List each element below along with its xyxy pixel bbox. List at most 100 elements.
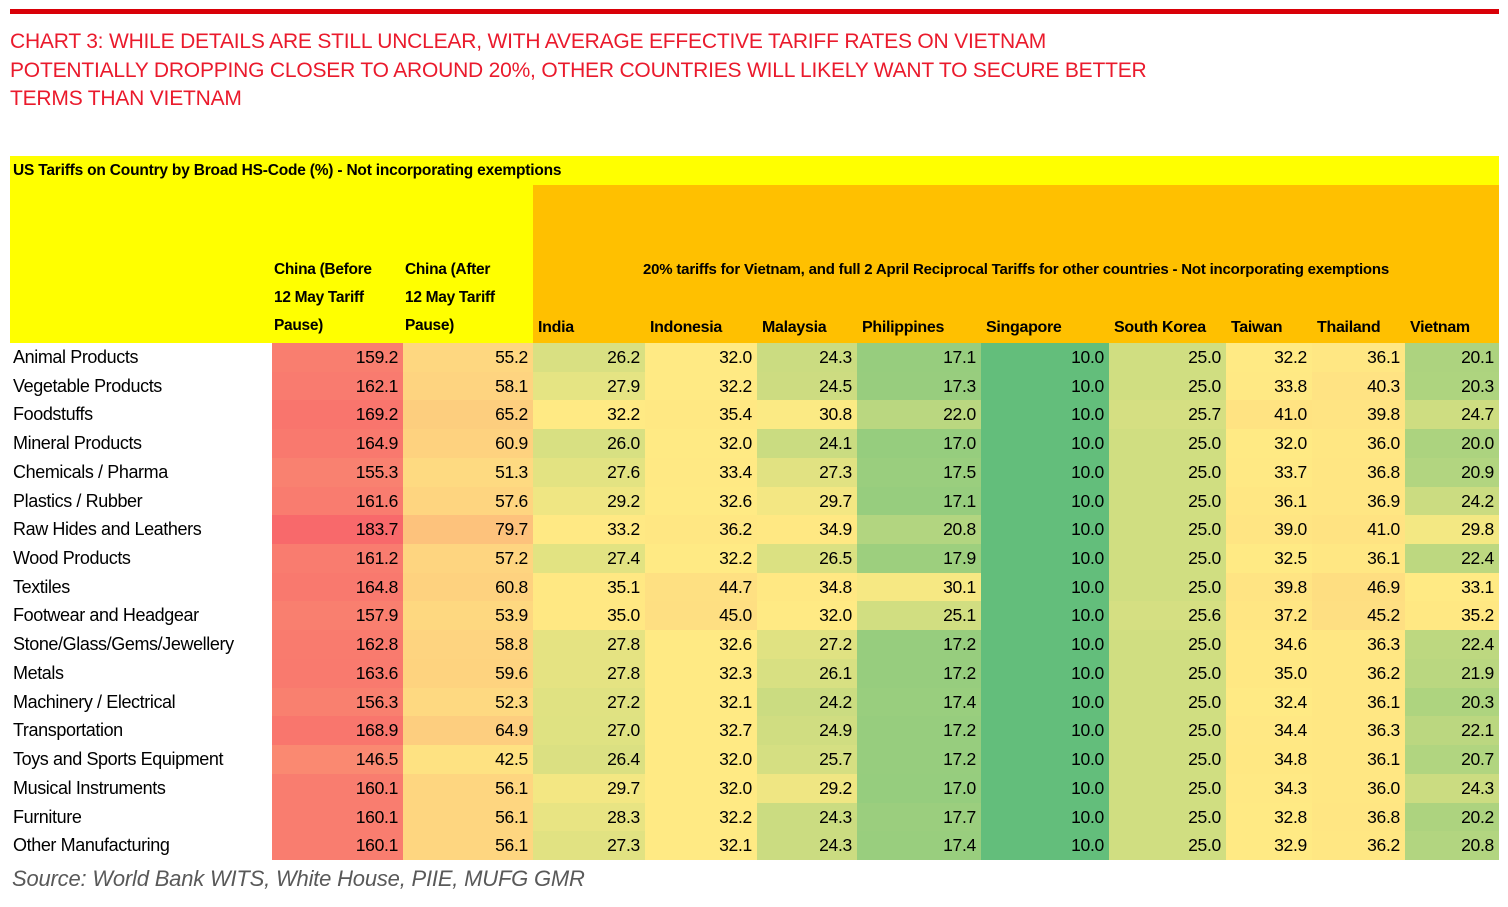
column-header-label: Philippines xyxy=(862,319,945,336)
heatmap-cell: 25.0 xyxy=(1109,515,1226,545)
table-row: Mineral Products 164.9 60.9 26.0 32.0 24.1 17.… xyxy=(10,429,1499,458)
heatmap-cell: 39.8 xyxy=(1226,572,1312,602)
chart-title: CHART 3: WHILE DETAILS ARE STILL UNCLEAR… xyxy=(10,28,1495,114)
heatmap-cell: 10.0 xyxy=(981,572,1109,602)
column-header-label: South Korea xyxy=(1114,319,1206,336)
heatmap-cell: 64.9 xyxy=(403,716,533,746)
table-row: Raw Hides and Leathers 183.7 79.7 33.2 36.2 3… xyxy=(10,515,1499,545)
heatmap-cell: 27.3 xyxy=(533,831,645,860)
heatmap-cell: 32.3 xyxy=(645,658,757,688)
heatmap-cell: 36.2 xyxy=(1312,658,1405,688)
heatmap-cell: 32.8 xyxy=(1226,802,1312,832)
row-label: Vegetable Products xyxy=(10,371,272,401)
heatmap-cell: 58.1 xyxy=(403,371,533,401)
heatmap-cell: 36.8 xyxy=(1312,457,1405,487)
column-header-label: Taiwan xyxy=(1231,319,1283,336)
heatmap-cell: 32.2 xyxy=(1226,343,1312,372)
source-attribution: Source: World Bank WITS, White House, PI… xyxy=(12,866,585,891)
heatmap-cell: 25.0 xyxy=(1109,343,1226,372)
heatmap-cell: 24.9 xyxy=(757,716,857,746)
heatmap-cell: 35.1 xyxy=(533,572,645,602)
table-row: Toys and Sports Equipment 146.5 42.5 26.4 32… xyxy=(10,745,1499,774)
column-header-label: Indonesia xyxy=(650,319,722,336)
heatmap-cell: 26.2 xyxy=(533,343,645,372)
table-body: Animal Products 159.2 55.2 26.2 32.0 24.3 17.1… xyxy=(10,343,1499,860)
heatmap-cell: 32.6 xyxy=(645,486,757,516)
heatmap-cell: 32.0 xyxy=(645,773,757,803)
heatmap-cell: 36.0 xyxy=(1312,773,1405,803)
row-label: Furniture xyxy=(10,802,272,832)
heatmap-cell: 22.1 xyxy=(1405,716,1499,746)
heatmap-cell: 17.0 xyxy=(857,429,981,458)
table-row: Wood Products 161.2 57.2 27.4 32.2 26.5 17.9 10… xyxy=(10,544,1499,573)
heatmap-cell: 36.2 xyxy=(645,515,757,545)
heatmap-cell: 17.7 xyxy=(857,802,981,832)
heatmap-cell: 24.5 xyxy=(757,371,857,401)
heatmap-cell: 10.0 xyxy=(981,486,1109,516)
heatmap-cell: 32.2 xyxy=(645,371,757,401)
heatmap-cell: 34.4 xyxy=(1226,716,1312,746)
heatmap-cell: 30.8 xyxy=(757,400,857,430)
heatmap-cell: 32.7 xyxy=(645,716,757,746)
heatmap-cell: 33.7 xyxy=(1226,457,1312,487)
heatmap-cell: 32.0 xyxy=(645,429,757,458)
row-label: Textiles xyxy=(10,572,272,602)
heatmap-cell: 17.2 xyxy=(857,716,981,746)
heatmap-cell: 20.9 xyxy=(1405,457,1499,487)
heatmap-cell: 20.1 xyxy=(1405,343,1499,372)
heatmap-cell: 10.0 xyxy=(981,716,1109,746)
row-label-header-spacer xyxy=(10,185,272,343)
heatmap-cell: 39.8 xyxy=(1312,400,1405,430)
heatmap-cell: 34.9 xyxy=(757,515,857,545)
heatmap-cell: 20.8 xyxy=(857,515,981,545)
column-header-label: Malaysia xyxy=(762,319,827,336)
heatmap-cell: 20.3 xyxy=(1405,687,1499,717)
row-label: Musical Instruments xyxy=(10,773,272,803)
heatmap-cell: 10.0 xyxy=(981,831,1109,860)
row-label: Chemicals / Pharma xyxy=(10,457,272,487)
heatmap-cell: 36.0 xyxy=(1312,429,1405,458)
heatmap-cell: 17.2 xyxy=(857,745,981,774)
heatmap-cell: 79.7 xyxy=(403,515,533,545)
heatmap-cell: 41.0 xyxy=(1312,515,1405,545)
heatmap-cell: 17.0 xyxy=(857,773,981,803)
heatmap-cell: 36.9 xyxy=(1312,486,1405,516)
heatmap-cell: 33.1 xyxy=(1405,572,1499,602)
heatmap-cell: 10.0 xyxy=(981,429,1109,458)
heatmap-cell: 34.8 xyxy=(1226,745,1312,774)
column-header: China (After 12 May Tariff Pause) xyxy=(403,185,533,343)
row-label: Mineral Products xyxy=(10,429,272,458)
table-row: Footwear and Headgear 157.9 53.9 35.0 45.0 32… xyxy=(10,601,1499,631)
heatmap-cell: 36.1 xyxy=(1312,687,1405,717)
row-label: Wood Products xyxy=(10,544,272,573)
heatmap-cell: 26.1 xyxy=(757,658,857,688)
heatmap-cell: 26.0 xyxy=(533,429,645,458)
heatmap-cell: 25.0 xyxy=(1109,572,1226,602)
heatmap-cell: 32.0 xyxy=(1226,429,1312,458)
column-header: Malaysia xyxy=(757,185,857,343)
heatmap-cell: 30.1 xyxy=(857,572,981,602)
heatmap-cell: 32.2 xyxy=(533,400,645,430)
heatmap-cell: 20.7 xyxy=(1405,745,1499,774)
heatmap-cell: 58.8 xyxy=(403,630,533,659)
heatmap-cell: 20.3 xyxy=(1405,371,1499,401)
table-row: Animal Products 159.2 55.2 26.2 32.0 24.3 17.1… xyxy=(10,343,1499,372)
heatmap-cell: 26.5 xyxy=(757,544,857,573)
row-label: Transportation xyxy=(10,716,272,746)
heatmap-cell: 36.1 xyxy=(1312,745,1405,774)
heatmap-cell: 27.4 xyxy=(533,544,645,573)
heatmap-cell: 25.0 xyxy=(1109,630,1226,659)
heatmap-cell: 32.9 xyxy=(1226,831,1312,860)
heatmap-cell: 32.1 xyxy=(645,831,757,860)
heatmap-cell: 17.1 xyxy=(857,343,981,372)
heatmap-cell: 36.1 xyxy=(1312,544,1405,573)
heatmap-cell: 25.7 xyxy=(1109,400,1226,430)
heatmap-cell: 25.0 xyxy=(1109,687,1226,717)
heatmap-cell: 24.3 xyxy=(757,343,857,372)
heatmap-cell: 33.4 xyxy=(645,457,757,487)
heatmap-cell: 32.2 xyxy=(645,802,757,832)
heatmap-cell: 65.2 xyxy=(403,400,533,430)
heatmap-cell: 25.0 xyxy=(1109,457,1226,487)
heatmap-cell: 22.4 xyxy=(1405,630,1499,659)
